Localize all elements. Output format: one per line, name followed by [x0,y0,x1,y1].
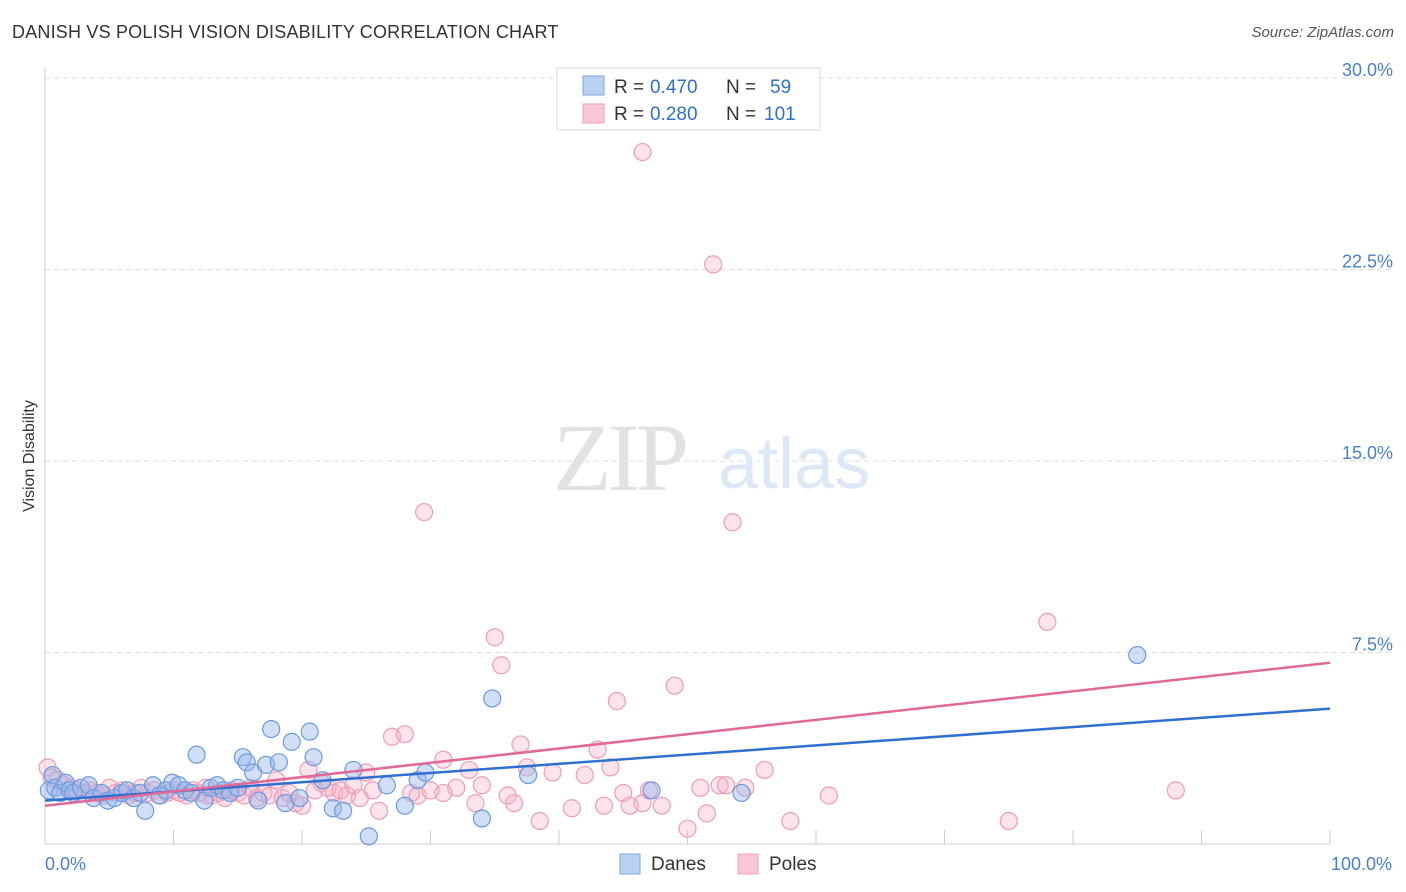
legend-n-label-danes: N = [726,77,756,98]
y-axis-label: Vision Disability [21,400,38,512]
legend-swatch-poles [582,103,605,124]
legend-r-value-danes: 0.470 [650,77,698,98]
poles-point-79 [652,796,671,815]
poles-point-89 [819,786,838,805]
danes-point-55 [519,765,538,785]
top-legend: R = 0.470 N = 59 R = 0.280 N = 101 [556,67,821,131]
poles-point-61 [466,794,485,813]
poles-point-88 [781,811,800,831]
legend-r-label-danes: R = [614,77,644,98]
poles-point-73 [594,796,614,815]
danes-point-38 [269,753,288,772]
legend-n-value-danes: 59 [770,77,791,98]
poles-point-64 [492,656,511,675]
legend-r-value-poles: 0.280 [650,104,698,125]
danes-point-25 [187,745,206,764]
legend-n-value-poles: 101 [764,104,796,125]
poles-point-69 [543,763,562,782]
x-tick-labels: 0.0% 100.0% [45,854,1392,874]
danes-point-41 [290,788,309,808]
danes-point-56 [642,781,661,800]
danes-point-33 [237,753,256,772]
poles-point-85 [716,776,736,795]
bottom-legend-label-danes: Danes [651,854,706,875]
poles-point-92 [1166,781,1185,800]
watermark-zip: ZIP [553,404,686,511]
poles-trend-line [44,661,1331,807]
poles-point-96 [704,255,723,274]
danes-point-51 [408,771,427,790]
poles-point-71 [575,765,594,785]
y-tick-label-3: 30.0% [1342,60,1393,80]
danes-point-54 [483,689,502,708]
danes-point-57 [732,783,751,803]
poles-point-81 [678,819,697,838]
danes-point-53 [472,809,491,828]
poles-point-52 [370,801,389,820]
bottom-legend-swatch-poles [737,853,759,875]
poles-point-82 [691,778,710,797]
poles-point-97 [434,783,453,803]
poles-point-51 [363,781,382,800]
danes-point-49 [377,776,396,795]
x-tick-label-1: 100.0% [1331,854,1392,874]
poles-point-98 [498,786,517,805]
danes-point-43 [304,748,323,767]
y-tick-label-2: 22.5% [1342,252,1393,272]
danes-point-40 [282,732,301,751]
poles-point-54 [395,725,414,744]
chart-title: DANISH VS POLISH VISION DISABILITY CORRE… [12,22,559,42]
poles-point-63 [485,628,504,647]
watermark-atlas: atlas [718,424,870,504]
danes-trend-line [44,707,1331,802]
danes-point-42 [300,722,319,741]
poles-point-84 [710,776,729,795]
danes-point-35 [249,791,268,810]
poles-point-95 [633,142,652,162]
danes-point-2 [46,778,65,797]
poles-point-90 [999,811,1018,831]
y-tick-labels: 7.5% 15.0% 22.5% 30.0% [1342,60,1393,655]
watermark: ZIP atlas [553,404,870,511]
legend-swatch-danes [582,75,605,96]
poles-point-93 [414,502,434,522]
poles-point-62 [472,776,491,795]
axis-layer [44,68,1331,845]
poles-point-83 [697,804,716,823]
danes-point-39 [276,794,295,813]
poles-point-91 [1038,612,1057,631]
poles-point-87 [755,760,774,780]
poles-point-68 [530,811,549,831]
legend-r-label-poles: R = [614,104,644,125]
danes-point-50 [395,796,414,815]
poles-point-66 [511,735,530,754]
danes-point-46 [334,801,353,820]
poles-point-38 [280,783,299,803]
poles-point-80 [665,676,684,695]
chart-source: Source: ZipAtlas.com [1251,24,1394,41]
poles-point-70 [562,799,581,818]
grid-layer [45,77,1390,653]
bottom-legend: Danes Poles [619,853,817,875]
legend-n-label-poles: N = [726,104,756,125]
trend-layer [44,661,1331,807]
bottom-legend-swatch-danes [619,853,641,875]
bottom-legend-label-poles: Poles [769,854,817,875]
poles-point-74 [607,691,626,711]
danes-point-17 [136,801,155,820]
danes-point-58 [1128,645,1147,665]
y-tick-label-1: 15.0% [1342,443,1393,463]
y-tick-label-0: 7.5% [1352,635,1393,655]
x-tick-label-0: 0.0% [45,854,86,874]
danes-point-37 [262,719,281,739]
poles-point-94 [723,513,742,532]
danes-point-48 [359,827,378,846]
